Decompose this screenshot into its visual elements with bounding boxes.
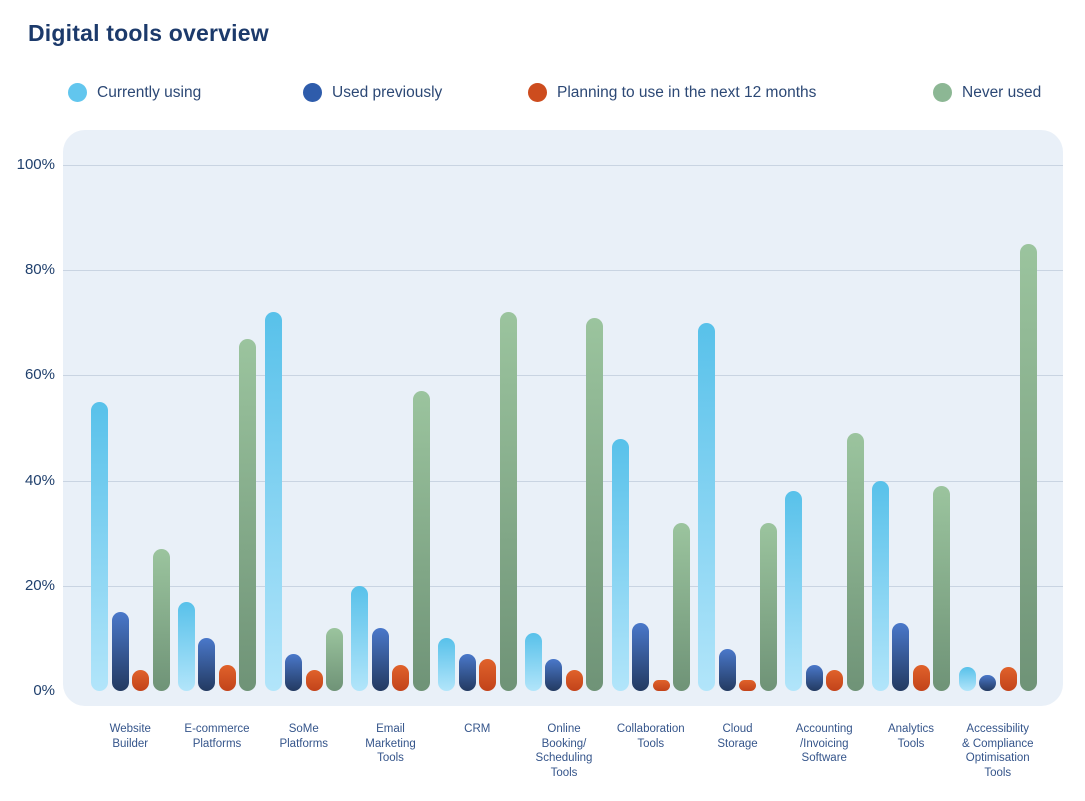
bar-planning-to-use-in-the-next-12-months — [826, 669, 843, 691]
y-axis-tick-label: 20% — [24, 576, 55, 594]
bar-used-previously — [198, 638, 216, 691]
bar-currently-using — [351, 585, 369, 691]
bar-used-previously — [632, 622, 649, 691]
x-axis-category-label: Collaboration Tools — [616, 723, 685, 750]
bar-used-previously — [371, 627, 389, 691]
x-axis-category-label: Online Booking/ Scheduling Tools — [535, 723, 593, 779]
bar-currently-using — [958, 667, 976, 691]
bar-currently-using — [611, 438, 629, 691]
legend-swatch-icon — [933, 83, 952, 102]
y-axis-tick-label: 40% — [24, 471, 55, 489]
bar-planning-to-use-in-the-next-12-months — [392, 664, 410, 691]
bar-planning-to-use-in-the-next-12-months — [652, 680, 670, 691]
bar-currently-using — [438, 638, 455, 691]
legend-swatch-icon — [68, 83, 87, 102]
bar-used-previously — [458, 654, 476, 691]
bar-never-used — [673, 522, 690, 691]
bar-planning-to-use-in-the-next-12-months — [565, 669, 583, 691]
bar-planning-to-use-in-the-next-12-months — [739, 680, 757, 691]
bar-never-used — [326, 627, 343, 691]
y-axis-tick-label: 0% — [33, 682, 55, 699]
bar-planning-to-use-in-the-next-12-months — [479, 659, 496, 691]
x-axis-category-label: Email Marketing Tools — [365, 723, 416, 764]
gridline — [63, 165, 1063, 166]
x-axis-category-label: CRM — [464, 723, 491, 735]
bar-currently-using — [91, 401, 108, 691]
x-axis-category-label: E-commerce Platforms — [184, 723, 250, 750]
legend-item: Currently using — [68, 83, 201, 102]
bar-planning-to-use-in-the-next-12-months — [305, 669, 323, 691]
bar-currently-using — [698, 322, 716, 691]
bar-currently-using — [264, 312, 282, 691]
bar-used-previously — [718, 648, 736, 691]
bar-planning-to-use-in-the-next-12-months — [912, 664, 930, 691]
bar-never-used — [1020, 243, 1037, 691]
bar-planning-to-use-in-the-next-12-months — [999, 667, 1017, 691]
plot-area — [63, 130, 1063, 706]
bar-used-previously — [545, 659, 563, 691]
legend-item: Planning to use in the next 12 months — [528, 83, 816, 102]
x-axis-category-label: Accounting /Invoicing Software — [795, 723, 853, 764]
bar-currently-using — [524, 633, 542, 691]
y-axis-tick-label: 100% — [16, 156, 55, 173]
gridline — [63, 480, 1063, 482]
legend-label: Planning to use in the next 12 months — [557, 83, 817, 101]
y-axis-tick-label: 60% — [24, 366, 55, 384]
bar-planning-to-use-in-the-next-12-months — [218, 664, 236, 691]
bar-used-previously — [979, 675, 996, 691]
y-axis-tick-label: 80% — [24, 261, 55, 279]
bar-never-used — [412, 391, 430, 691]
bar-used-previously — [111, 612, 129, 691]
bar-never-used — [239, 338, 257, 691]
legend-label: Never used — [962, 83, 1042, 101]
bar-used-previously — [285, 654, 302, 691]
x-axis-category-label: Accessibility & Compliance Optimisation … — [961, 723, 1034, 779]
x-axis-category-label: Analytics Tools — [887, 723, 935, 750]
page-title: Digital tools overview — [28, 20, 269, 46]
bar-currently-using — [177, 601, 195, 691]
bar-currently-using — [785, 491, 802, 691]
gridline — [63, 270, 1063, 272]
bar-never-used — [759, 522, 777, 691]
bar-never-used — [933, 485, 951, 691]
legend-label: Used previously — [332, 83, 443, 101]
x-axis-category-label: Cloud Storage — [717, 723, 758, 750]
legend-label: Currently using — [97, 83, 202, 101]
gridline — [63, 375, 1063, 377]
bar-planning-to-use-in-the-next-12-months — [132, 669, 149, 691]
bar-never-used — [152, 548, 170, 691]
bar-never-used — [846, 433, 864, 691]
bar-used-previously — [892, 622, 910, 691]
legend-item: Never used — [933, 83, 1041, 102]
bar-used-previously — [805, 664, 823, 691]
bar-never-used — [586, 317, 604, 691]
bar-never-used — [499, 312, 517, 691]
legend-item: Used previously — [303, 83, 442, 102]
legend-swatch-icon — [303, 83, 322, 102]
gridline — [63, 585, 1063, 587]
x-axis-category-label: Website Builder — [109, 723, 151, 750]
legend-swatch-icon — [528, 83, 547, 102]
x-axis-category-label: SoMe Platforms — [279, 723, 329, 750]
bar-currently-using — [871, 480, 889, 691]
